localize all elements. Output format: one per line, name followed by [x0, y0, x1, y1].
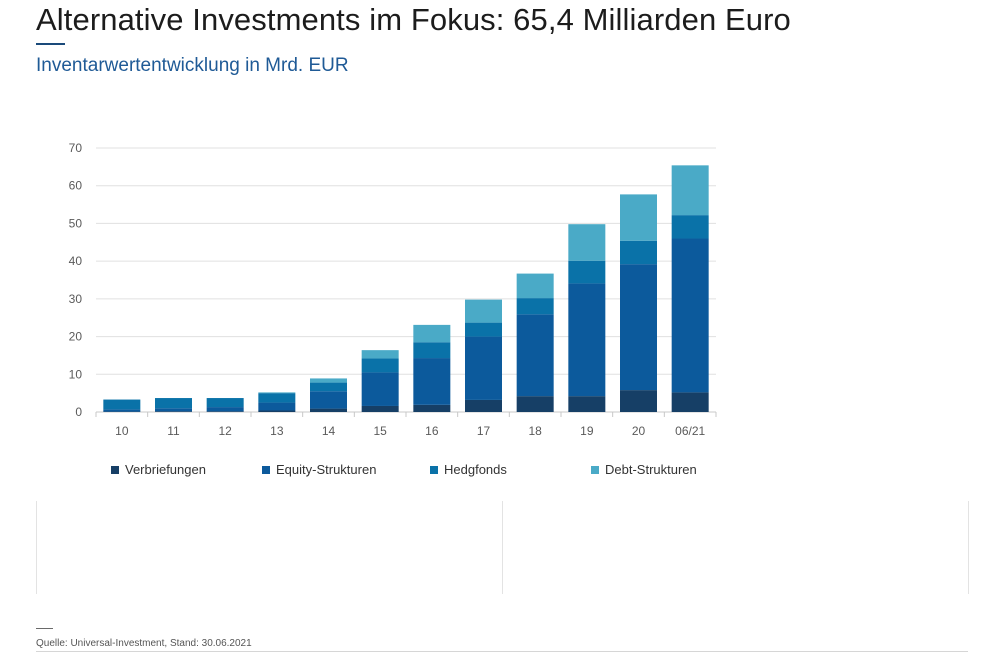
page-title: Alternative Investments im Fokus: 65,4 M…: [36, 2, 791, 37]
bar-segment: [620, 390, 657, 412]
footer-divider: [36, 651, 968, 652]
x-tick-label: 10: [115, 424, 129, 438]
bar-segment: [568, 396, 606, 412]
x-tick-label: 13: [270, 424, 284, 438]
bar-segment: [413, 358, 451, 405]
bar-segment: [103, 399, 141, 410]
x-tick-label: 18: [528, 424, 542, 438]
legend-swatch: [591, 465, 599, 474]
bar-segment: [568, 260, 606, 284]
bar-segment: [465, 399, 502, 412]
bar-segment: [206, 411, 244, 412]
source-note: Quelle: Universal-Investment, Stand: 30.…: [36, 638, 252, 649]
bar-segment: [206, 407, 244, 412]
y-tick-label: 10: [69, 367, 83, 381]
y-tick-label: 70: [69, 141, 83, 155]
legend-label: Hedgfonds: [444, 462, 507, 477]
x-tick-label: 12: [218, 424, 232, 438]
bar-segment: [465, 322, 502, 337]
bar-segment: [155, 398, 192, 409]
x-tick-label: 17: [477, 424, 491, 438]
bar-segment: [310, 408, 347, 412]
y-tick-label: 60: [69, 179, 83, 193]
bar-segment: [258, 393, 296, 403]
bar-segment: [361, 372, 399, 406]
bar-segment: [361, 350, 399, 359]
y-tick-label: 40: [69, 254, 83, 268]
title-underline: [36, 43, 65, 45]
legend-label: Debt-Strukturen: [605, 462, 697, 477]
bar-segment: [258, 402, 296, 411]
y-tick-label: 50: [69, 216, 83, 230]
legend-item: Debt-Strukturen: [591, 462, 697, 477]
bar-segment: [155, 408, 192, 412]
legend-item: Verbriefungen: [111, 462, 206, 477]
bar-segment: [465, 299, 502, 323]
legend-swatch: [262, 465, 270, 474]
bar-segment: [361, 358, 399, 373]
bar-segment: [568, 283, 606, 397]
bar-segment: [206, 398, 244, 408]
bar-segment: [258, 392, 296, 394]
chart-legend: Verbriefungen Equity-Strukturen Hedgfonds D…: [0, 462, 991, 480]
x-tick-label: 11: [167, 424, 180, 438]
bar-segment: [516, 273, 554, 299]
bar-segment: [568, 224, 606, 261]
bar-segment: [465, 336, 502, 400]
bar-segment: [620, 264, 657, 391]
x-tick-label: 06/21: [675, 424, 705, 438]
x-tick-label: 15: [373, 424, 387, 438]
x-tick-label: 19: [580, 424, 594, 438]
legend-item: Hedgfonds: [430, 462, 507, 477]
legend-label: Equity-Strukturen: [276, 462, 377, 477]
panel-divider: [968, 501, 969, 594]
bar-segment: [413, 404, 451, 412]
bar-segment: [516, 298, 554, 315]
x-tick-label: 14: [322, 424, 336, 438]
bar-segment: [310, 391, 347, 409]
legend-label: Verbriefungen: [125, 462, 206, 477]
bar-segment: [516, 396, 554, 412]
bar-segment: [155, 411, 192, 412]
bar-segment: [620, 240, 657, 265]
chart-subtitle: Inventarwertentwicklung in Mrd. EUR: [36, 55, 349, 76]
panel-divider: [502, 501, 503, 594]
footnote-rule: [36, 628, 53, 629]
bar-segment: [671, 165, 709, 216]
bar-segment: [413, 324, 451, 343]
bar-segment: [103, 409, 141, 412]
y-tick-label: 0: [75, 405, 82, 419]
bar-segment: [361, 405, 399, 412]
legend-swatch: [430, 465, 438, 474]
bar-segment: [310, 378, 347, 383]
bar-segment: [516, 314, 554, 397]
bar-segment: [413, 342, 451, 359]
panel-divider: [36, 501, 37, 594]
bar-segment: [671, 392, 709, 412]
bar-segment: [620, 194, 657, 241]
x-tick-label: 20: [632, 424, 646, 438]
x-tick-label: 16: [425, 424, 439, 438]
legend-item: Equity-Strukturen: [262, 462, 376, 477]
bar-segment: [310, 382, 347, 392]
y-tick-label: 30: [69, 292, 83, 306]
legend-swatch: [111, 465, 119, 474]
bar-segment: [671, 215, 709, 239]
y-tick-label: 20: [69, 330, 83, 344]
bar-segment: [258, 410, 296, 412]
bar-segment: [671, 238, 709, 393]
